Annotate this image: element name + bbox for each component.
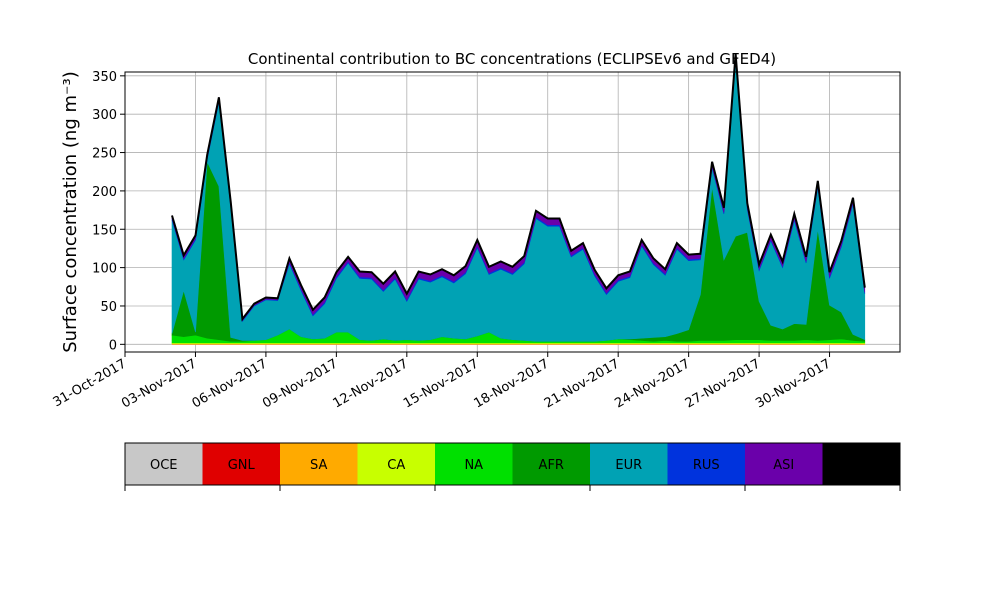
- x-tick-label: 18-Nov-2017: [471, 356, 551, 411]
- x-tick-label: 31-Oct-2017: [51, 356, 129, 410]
- legend-swatch-asi: [745, 443, 823, 485]
- legend-swatch-eur: [590, 443, 668, 485]
- legend-label-oce: OCE: [150, 458, 178, 473]
- y-tick-label: 50: [100, 300, 117, 315]
- x-tick-label: 15-Nov-2017: [401, 356, 481, 411]
- colorbar-legend: OCE GNL SA CA NA AFR EUR RUS ASI AUS: [124, 442, 901, 491]
- x-tick-label: 06-Nov-2017: [190, 356, 270, 411]
- y-axis-label: Surface concentration (ng m⁻³): [60, 71, 81, 353]
- x-tick-label: 12-Nov-2017: [331, 356, 411, 411]
- legend-label-afr: AFR: [539, 458, 564, 473]
- x-tick-label: 24-Nov-2017: [612, 356, 692, 411]
- legend-label-na: NA: [464, 458, 483, 473]
- x-tick-label: 09-Nov-2017: [260, 356, 340, 411]
- legend-label-asi: ASI: [773, 458, 794, 473]
- x-tick-label: 21-Nov-2017: [542, 356, 622, 411]
- legend-frame: [124, 442, 901, 486]
- plot-frame: [124, 71, 901, 353]
- y-tick-label: 350: [92, 70, 117, 85]
- legend-swatch-na: [435, 443, 513, 485]
- legend-swatch-gnl: [202, 443, 280, 485]
- legend-label-eur: EUR: [615, 458, 642, 473]
- legend-swatch-oce: [125, 443, 203, 485]
- legend-swatch-afr: [512, 443, 590, 485]
- legend-swatch-aus: [822, 443, 900, 485]
- legend-label-aus: AUS: [848, 458, 875, 473]
- legend-label-ca: CA: [387, 458, 405, 473]
- y-axis: 0 50 100 150 200 250 300 350: [92, 70, 125, 353]
- y-tick-label: 150: [92, 223, 117, 238]
- legend-label-rus: RUS: [693, 458, 720, 473]
- stacked-areas: [171, 53, 866, 345]
- y-tick-label: 250: [92, 147, 117, 162]
- legend-label-sa: SA: [310, 458, 327, 473]
- x-tick-label: 03-Nov-2017: [119, 356, 199, 411]
- legend-swatch-rus: [667, 443, 745, 485]
- y-tick-label: 300: [92, 108, 117, 123]
- total-outline: [171, 53, 866, 322]
- legend-swatch-ca: [357, 443, 435, 485]
- legend-swatch-sa: [280, 443, 358, 485]
- x-axis: 31-Oct-201703-Nov-201706-Nov-201709-Nov-…: [51, 352, 834, 411]
- y-tick-label: 0: [109, 338, 117, 353]
- y-tick-label: 200: [92, 185, 117, 200]
- total-line: [171, 53, 866, 322]
- y-tick-label: 100: [92, 262, 117, 277]
- x-tick-label: 27-Nov-2017: [683, 356, 763, 411]
- chart-title: Continental contribution to BC concentra…: [248, 50, 776, 68]
- x-tick-label: 30-Nov-2017: [753, 356, 833, 411]
- legend-label-gnl: GNL: [228, 458, 256, 473]
